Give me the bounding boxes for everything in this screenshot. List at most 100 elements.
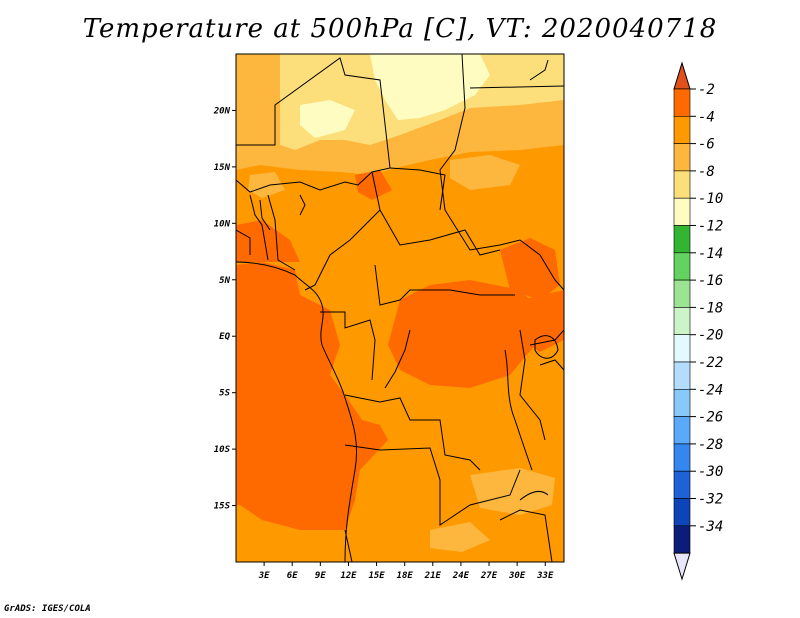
colorbar-swatch: [673, 307, 691, 335]
border-drc-angola: [344, 394, 481, 471]
lat-tick-label: 15N: [214, 163, 231, 173]
temperature-map: 20N 15N 10N 5N EQ 5S 10S 15S 3E 6E 9E 12E 15E 18E 21E…: [213, 53, 565, 581]
lat-tick-label: 5N: [219, 276, 230, 286]
lake-victoria: [534, 335, 559, 359]
colorbar-label: -22: [698, 355, 723, 371]
colorbar-swatch: [673, 252, 691, 281]
field-deep-orange-northeast: [500, 238, 560, 300]
colorbar-swatch: [673, 225, 691, 254]
field-deep-orange-east: [520, 290, 564, 352]
colorbar-label: -18: [698, 300, 723, 316]
border-ghana: [259, 199, 271, 231]
lon-tick-label: 24E: [452, 571, 470, 581]
colorbar-swatch: [673, 170, 691, 199]
lat-tick-label: 5S: [219, 389, 230, 399]
colorbar-swatch: [673, 197, 691, 226]
colorbar: -2 -4 -6 -8 -10 -12 -14 -16 -18 -20 -22 -24 -26 -28 -3…: [673, 61, 723, 581]
lat-tick-label: 10S: [214, 445, 231, 455]
colorbar-label: -32: [698, 492, 723, 508]
colorbar-label: -14: [698, 246, 723, 262]
colorbar-label: -8: [698, 164, 715, 180]
lat-tick-label: 20N: [213, 106, 231, 116]
field-deep-orange-patch: [355, 170, 392, 200]
colorbar-label: -28: [698, 437, 723, 453]
field-deep-orange-northwest: [236, 220, 300, 262]
lon-tick-label: 15E: [368, 571, 385, 581]
border-car-south: [374, 264, 515, 306]
colorbar-bottom-arrow: [673, 552, 691, 581]
colorbar-swatch: [673, 525, 691, 554]
border-egypt: [469, 85, 564, 89]
lat-tick-label: 15S: [214, 502, 231, 512]
field-deep-orange-central: [388, 280, 540, 388]
colorbar-swatch: [673, 116, 691, 144]
field-patch-yellow-orange-2: [248, 172, 285, 198]
colorbar-top-arrow: [673, 61, 691, 90]
lat-tick-label: EQ: [219, 332, 230, 342]
lon-tick-label: 33E: [536, 571, 554, 581]
colorbar-swatch: [673, 361, 691, 390]
colorbar-swatch: [673, 88, 691, 117]
colorbar-swatch: [673, 334, 691, 363]
lon-tick-label: 9E: [315, 571, 326, 581]
colorbar-label: -10: [698, 191, 723, 207]
border-angola-zambia: [344, 444, 521, 526]
lat-tick-label: 10N: [214, 219, 231, 229]
colorbar-swatch: [673, 470, 691, 499]
lake-malawi: [519, 490, 549, 501]
colorbar-swatch: [673, 416, 691, 445]
colorbar-label: -2: [698, 82, 715, 98]
field-band-light: [370, 54, 490, 120]
lon-tick-label: 27E: [480, 571, 498, 581]
coastline-northeast: [529, 59, 549, 81]
longitude-ticks: 3E 6E 9E 12E 15E 18E 21E 24E 27E 30E 33E: [258, 562, 554, 581]
border-gabon-congo: [320, 311, 376, 381]
field-patch-yellow-orange-4: [430, 522, 490, 552]
field-deep-orange-west: [236, 262, 388, 530]
colorbar-swatch: [673, 443, 691, 472]
lake-tanganyika: [504, 349, 533, 471]
colorbar-label: -26: [698, 410, 723, 426]
grads-credit: GrADS: IGES/COLA: [4, 604, 91, 614]
country-borders: [236, 54, 564, 562]
lon-tick-label: 18E: [397, 571, 414, 581]
colorbar-label: -12: [698, 219, 723, 235]
lon-tick-label: 3E: [258, 571, 270, 581]
border-chad: [389, 167, 446, 211]
lon-tick-label: 6E: [287, 571, 298, 581]
border-tanzania: [539, 359, 564, 371]
border-drc-east: [519, 329, 546, 441]
map-title: Temperature at 500hPa [C], VT: 202004071…: [82, 14, 718, 44]
colorbar-label: -30: [698, 464, 723, 480]
border-mozambique: [499, 509, 553, 562]
coastline-west: [236, 261, 358, 562]
field-patch-yellow-orange-1: [450, 155, 520, 190]
colorbar-swatch: [673, 498, 691, 527]
field-patch-yellow-orange-3: [470, 468, 555, 515]
border-sudan: [439, 54, 564, 291]
colorbar-label: -16: [698, 273, 723, 289]
border-car-north: [379, 209, 501, 256]
lon-tick-label: 30E: [508, 571, 526, 581]
colorbar-label: -6: [698, 137, 715, 153]
lon-tick-label: 12E: [340, 571, 357, 581]
temperature-field: [236, 54, 564, 562]
border-togo: [249, 194, 269, 261]
field-patch-light: [300, 100, 355, 138]
colorbar-label: -24: [698, 382, 723, 398]
border-nigeria-niger: [299, 194, 306, 216]
border-benin: [267, 194, 296, 271]
map-frame: [235, 53, 565, 563]
colorbar-swatch: [673, 279, 691, 308]
colorbar-swatch: [673, 143, 691, 172]
border-ivory-coast: [236, 229, 251, 255]
border-kenya: [529, 329, 564, 346]
colorbar-label: -4: [698, 109, 715, 125]
lon-tick-label: 21E: [424, 571, 442, 581]
colorbar-swatch: [673, 388, 691, 417]
latitude-ticks: 20N 15N 10N 5N EQ 5S 10S 15S: [213, 106, 236, 512]
colorbar-label: -34: [698, 519, 723, 535]
border-congo-river: [384, 329, 411, 389]
colorbar-label: -20: [698, 328, 723, 344]
